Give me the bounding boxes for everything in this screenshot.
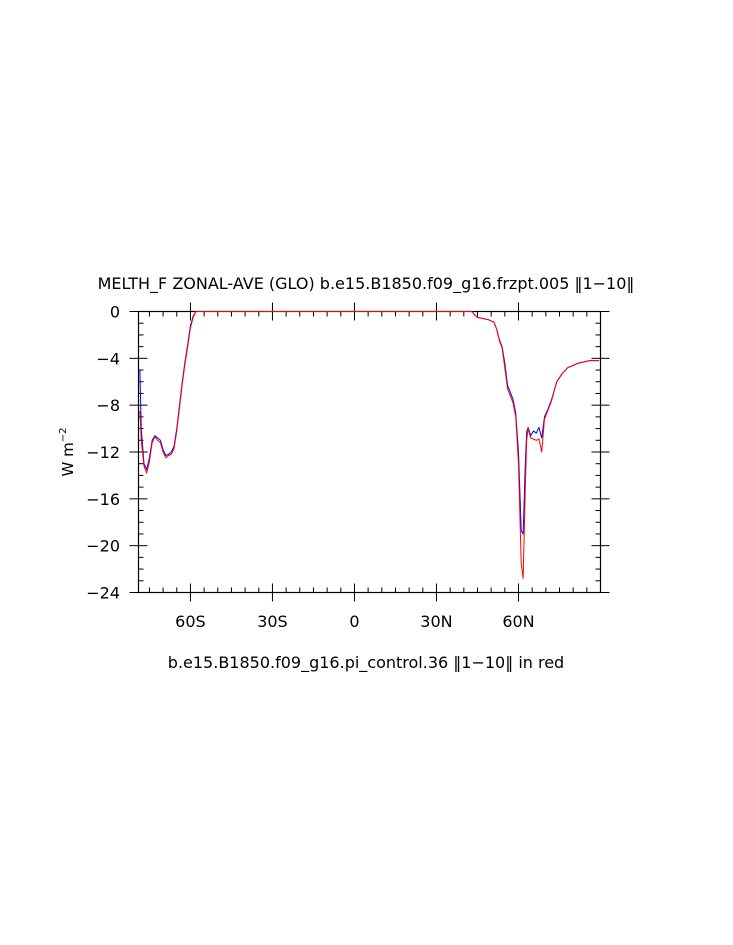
plot-area — [129, 302, 610, 602]
x-tick-label: 0 — [349, 612, 359, 631]
y-tick-label: −16 — [86, 490, 120, 509]
x-tick-label: 60S — [175, 612, 206, 631]
x-tick-label: 30N — [420, 612, 452, 631]
x-tick-labels: 60S 30S 0 30N 60N — [175, 612, 534, 631]
y-axis-label: W m−2 — [58, 428, 77, 477]
series-line-blue — [139, 311, 600, 535]
y-axis-label-exponent: −2 — [58, 428, 69, 443]
chart-title: MELTH_F ZONAL-AVE (GLO) b.e15.B1850.f09_… — [98, 274, 635, 294]
plot-frame — [137, 310, 602, 594]
y-tick-labels: 0 −4 −8 −12 −16 −20 −24 — [86, 303, 120, 603]
y-tick-label: −20 — [86, 537, 120, 556]
y-tick-label: −4 — [96, 349, 120, 368]
y-axis-label-text: W m — [59, 442, 77, 476]
x-tick-label: 60N — [502, 612, 534, 631]
chart-subtitle: b.e15.B1850.f09_g16.pi_control.36 ‖1−10‖… — [168, 653, 564, 673]
series-line-red — [139, 311, 600, 579]
y-tick-label: −24 — [86, 584, 120, 603]
y-tick-label: −12 — [86, 443, 120, 462]
x-tick-label: 30S — [257, 612, 288, 631]
y-tick-label: 0 — [110, 303, 120, 322]
y-tick-label: −8 — [96, 396, 120, 415]
axis-ticks — [129, 302, 610, 602]
series-layer — [139, 311, 600, 579]
